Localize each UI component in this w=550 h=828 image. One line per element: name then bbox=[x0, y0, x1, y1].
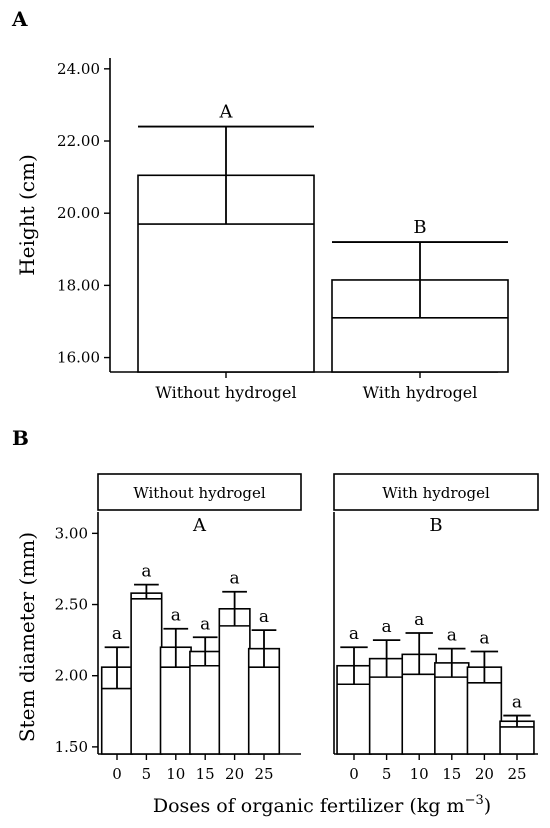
panel-b: B Stem diameter (mm) Doses of organic fe… bbox=[12, 426, 539, 817]
panel-b-significance-letter: a bbox=[382, 617, 392, 637]
panel-a-y-tick-label: 16.00 bbox=[57, 349, 100, 367]
panel-b-x-tick-label: 20 bbox=[225, 765, 244, 783]
panel-b-y-tick-label: 2.00 bbox=[55, 667, 88, 685]
panel-b-significance-letter: a bbox=[171, 606, 181, 626]
panel-b-significance-letter: a bbox=[349, 624, 359, 644]
panel-b-bar bbox=[434, 662, 470, 755]
panel-b-x-tick-label: 0 bbox=[112, 765, 122, 783]
panel-b-significance-letter: a bbox=[414, 610, 424, 630]
panel-a-x-tick-label: With hydrogel bbox=[363, 383, 478, 402]
panel-b-facet-title: Without hydrogel bbox=[133, 484, 266, 502]
panel-b-facet-title: With hydrogel bbox=[382, 484, 490, 502]
panel-b-significance-letter: a bbox=[447, 626, 457, 646]
panel-b-y-tick-label: 1.50 bbox=[55, 738, 88, 756]
panel-b-x-tick-label: 25 bbox=[507, 765, 526, 783]
panel-b-facet-strip bbox=[333, 473, 539, 511]
panel-b-x-tick-label: 15 bbox=[196, 765, 215, 783]
panel-b-x-tick-label: 5 bbox=[382, 765, 392, 783]
panel-a: A Height (cm) 16.00 18.00 20.00 22.00 24.00 W… bbox=[11, 7, 509, 402]
panel-b-x-tick-label: 5 bbox=[142, 765, 152, 783]
panel-b-x-tick-label: 10 bbox=[410, 765, 429, 783]
panel-a-significance-letter: A bbox=[219, 102, 234, 123]
panel-b-x-tick-label: 25 bbox=[254, 765, 273, 783]
panel-b-y-tick-label: 2.50 bbox=[55, 596, 88, 614]
panel-b-facet-strip bbox=[97, 473, 302, 511]
panel-b-bar bbox=[189, 650, 222, 755]
panel-a-significance-letter: B bbox=[413, 217, 426, 238]
panel-b-x-tick-label: 15 bbox=[442, 765, 461, 783]
panel-b-x-axis-label: Doses of organic fertilizer (kg m−3) bbox=[153, 793, 491, 817]
panel-b-y-tick-label: 3.00 bbox=[55, 524, 88, 542]
panel-a-y-tick-label: 18.00 bbox=[57, 276, 100, 294]
panel-b-label: B bbox=[12, 426, 29, 450]
panel-a-label: A bbox=[11, 7, 28, 31]
panel-b-group-letter: A bbox=[192, 515, 207, 536]
panel-b-significance-letter: a bbox=[200, 614, 210, 634]
panel-a-x-tick-label: Without hydrogel bbox=[155, 383, 296, 402]
panel-b-significance-letter: a bbox=[230, 569, 240, 589]
panel-a-y-axis-label: Height (cm) bbox=[15, 154, 39, 276]
panel-b-y-axis-label: Stem diameter (mm) bbox=[15, 532, 39, 742]
panel-b-group-letter: B bbox=[429, 515, 442, 536]
panel-a-y-tick-label: 20.00 bbox=[57, 204, 100, 222]
panel-a-y-tick-label: 22.00 bbox=[57, 132, 100, 150]
panel-b-significance-letter: a bbox=[112, 624, 122, 644]
panel-b-significance-letter: a bbox=[141, 562, 151, 582]
panel-a-y-tick-label: 24.00 bbox=[57, 60, 100, 78]
panel-b-x-tick-label: 0 bbox=[349, 765, 359, 783]
panel-b-x-tick-label: 20 bbox=[475, 765, 494, 783]
panel-b-bar bbox=[218, 607, 251, 755]
panel-b-bar bbox=[130, 592, 163, 755]
panel-b-significance-letter: a bbox=[512, 693, 522, 713]
panel-b-significance-letter: a bbox=[259, 607, 269, 627]
panel-b-significance-letter: a bbox=[479, 629, 489, 649]
panel-b-x-tick-label: 10 bbox=[166, 765, 185, 783]
